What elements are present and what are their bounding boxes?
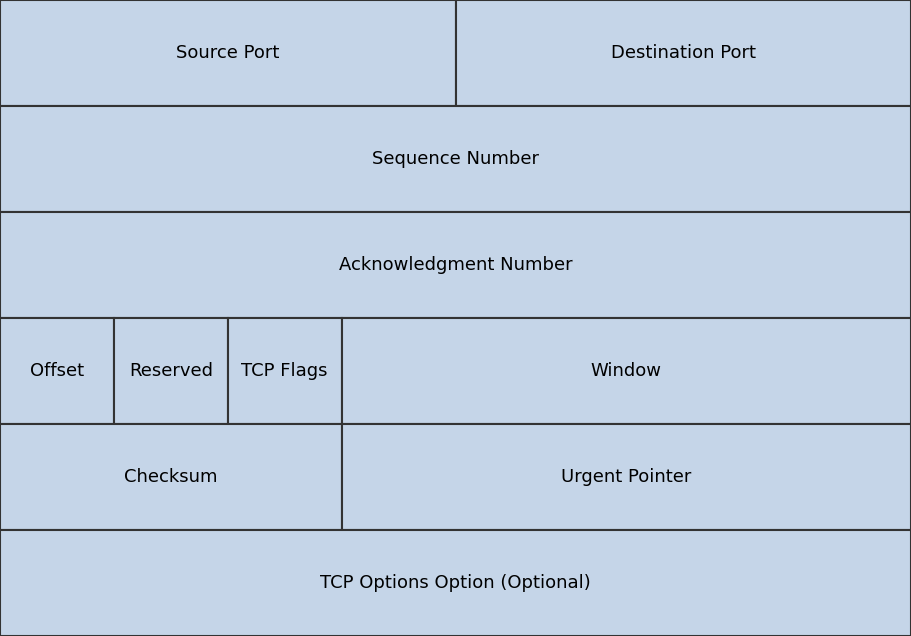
Text: Offset: Offset (30, 362, 84, 380)
Text: Acknowledgment Number: Acknowledgment Number (339, 256, 572, 274)
Text: Urgent Pointer: Urgent Pointer (561, 468, 691, 486)
Bar (228, 318, 342, 424)
Bar (456, 0, 911, 106)
Text: Checksum: Checksum (124, 468, 218, 486)
Bar (114, 318, 228, 424)
Bar (342, 318, 911, 424)
Bar (0, 0, 456, 106)
Bar (0, 424, 342, 530)
Text: Destination Port: Destination Port (610, 44, 756, 62)
Text: TCP Flags: TCP Flags (241, 362, 328, 380)
Text: Sequence Number: Sequence Number (372, 150, 539, 168)
Bar (0, 530, 911, 636)
Text: TCP Options Option (Optional): TCP Options Option (Optional) (320, 574, 591, 592)
Bar (342, 424, 911, 530)
Bar (0, 106, 911, 212)
Text: Window: Window (591, 362, 661, 380)
Bar (0, 318, 114, 424)
Text: Source Port: Source Port (176, 44, 280, 62)
Text: Reserved: Reserved (128, 362, 213, 380)
Bar (0, 212, 911, 318)
